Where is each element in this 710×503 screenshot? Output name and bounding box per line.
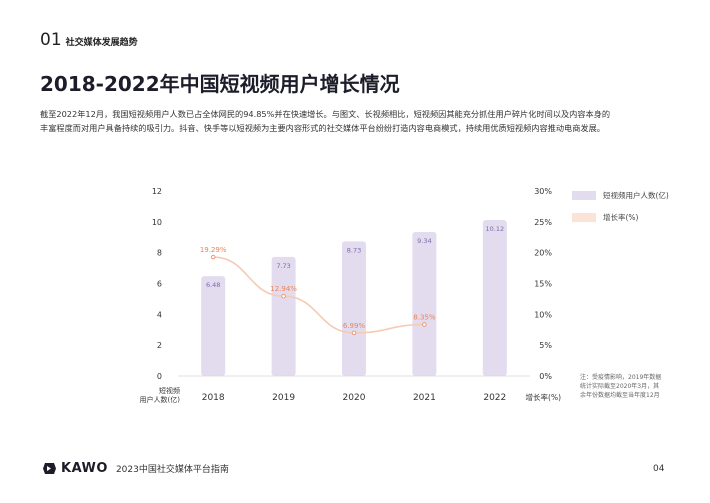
growth-point-2019 [281,294,286,299]
section-title: 社交媒体发展趋势 [65,38,138,48]
growth-value-label: 8.35% [413,314,436,322]
brand-name: KAWO [61,461,108,476]
left-axis-tick-label: 8 [157,249,162,258]
note-line-1: 注：受疫情影响，2019年数据 [580,374,662,381]
legend-swatch-users [572,190,596,200]
kawo-logo-icon [43,463,56,474]
bar-value-label: 9.34 [417,237,431,245]
right-axis-tick-label: 15% [534,280,552,289]
growth-value-label: 12.94% [270,285,297,293]
page-number: 04 [653,464,665,474]
bar-2022 [482,219,507,376]
left-axis-tick-label: 0 [157,372,162,381]
x-axis-tick-label: 2021 [413,393,436,403]
right-axis-tick-label: 25% [534,218,552,227]
chart-note: 注：受疫情影响，2019年数据 统计实际截至2020年3月，其 余年份数据均截至… [580,373,680,400]
growth-value-label: 6.99% [343,322,366,330]
bar-2020 [342,241,366,376]
page-title: 2018-2022年中国短视频用户增长情况 [40,72,400,96]
footer-text: 2023中国社交媒体平台指南 [115,465,229,475]
right-axis-tick-label: 10% [534,310,552,319]
growth-value-label: 19.29% [200,246,227,254]
x-axis-tick-label: 2020 [343,393,366,403]
note-line-3: 余年份数据均截至当年度12月 [580,392,660,399]
x-axis-tick-label: 2019 [272,393,295,403]
bar-2019 [271,256,296,376]
legend-label-users: 短视频用户人数(亿) [603,190,669,200]
bar-value-label: 8.73 [347,246,361,254]
chart-legend: 短视频用户人数(亿) 增长率(%) [572,184,669,228]
left-axis-tick-label: 6 [157,280,162,289]
legend-item-growth: 增长率(%) [572,206,669,228]
x-axis-tick-label: 2022 [483,393,506,403]
intro-paragraph: 截至2022年12月，我国短视频用户人数已占全体网民的94.85%并在快速增长。… [40,107,680,135]
right-axis-tick-label: 5% [539,341,552,350]
legend-item-users: 短视频用户人数(亿) [572,184,669,206]
intro-line-1: 截至2022年12月，我国短视频用户人数已占全体网民的94.85%并在快速增长。… [40,109,611,119]
bar-value-label: 7.73 [276,262,290,270]
right-axis-tick-label: 30% [534,187,552,196]
growth-point-2021 [422,322,427,327]
bar-2021 [412,232,437,376]
left-axis-tick-label: 12 [152,187,162,196]
intro-line-2: 丰富程度而对用户具备持续的吸引力。抖音、快手等以短视频为主要内容形式的社交媒体平… [40,123,605,133]
bar-value-label: 10.12 [485,225,504,233]
left-axis-title-line-2: 用户人数(亿) [140,395,181,404]
left-axis-title-line-1: 短视频 [159,386,180,395]
bar-2018 [201,276,226,376]
bar-value-label: 6.48 [206,281,220,289]
left-axis-tick-label: 4 [157,310,162,319]
x-axis-tick-label: 2018 [202,393,225,403]
growth-rate-line [213,256,425,334]
growth-point-2018 [210,254,216,260]
section-header: 01 社交媒体发展趋势 [40,30,138,50]
right-axis-title: 增长率(%) [526,392,562,402]
right-axis-tick-label: 0% [539,372,552,381]
growth-point-2020 [351,330,357,336]
left-axis-tick-label: 2 [157,341,162,350]
section-number: 01 [40,30,62,50]
left-axis-tick-label: 10 [152,218,162,227]
footer: KAWO 2023中国社交媒体平台指南 [42,461,229,476]
right-axis-tick-label: 20% [534,249,552,258]
note-line-2: 统计实际截至2020年3月，其 [580,383,660,390]
legend-swatch-growth [572,212,596,222]
legend-label-growth: 增长率(%) [603,212,639,222]
